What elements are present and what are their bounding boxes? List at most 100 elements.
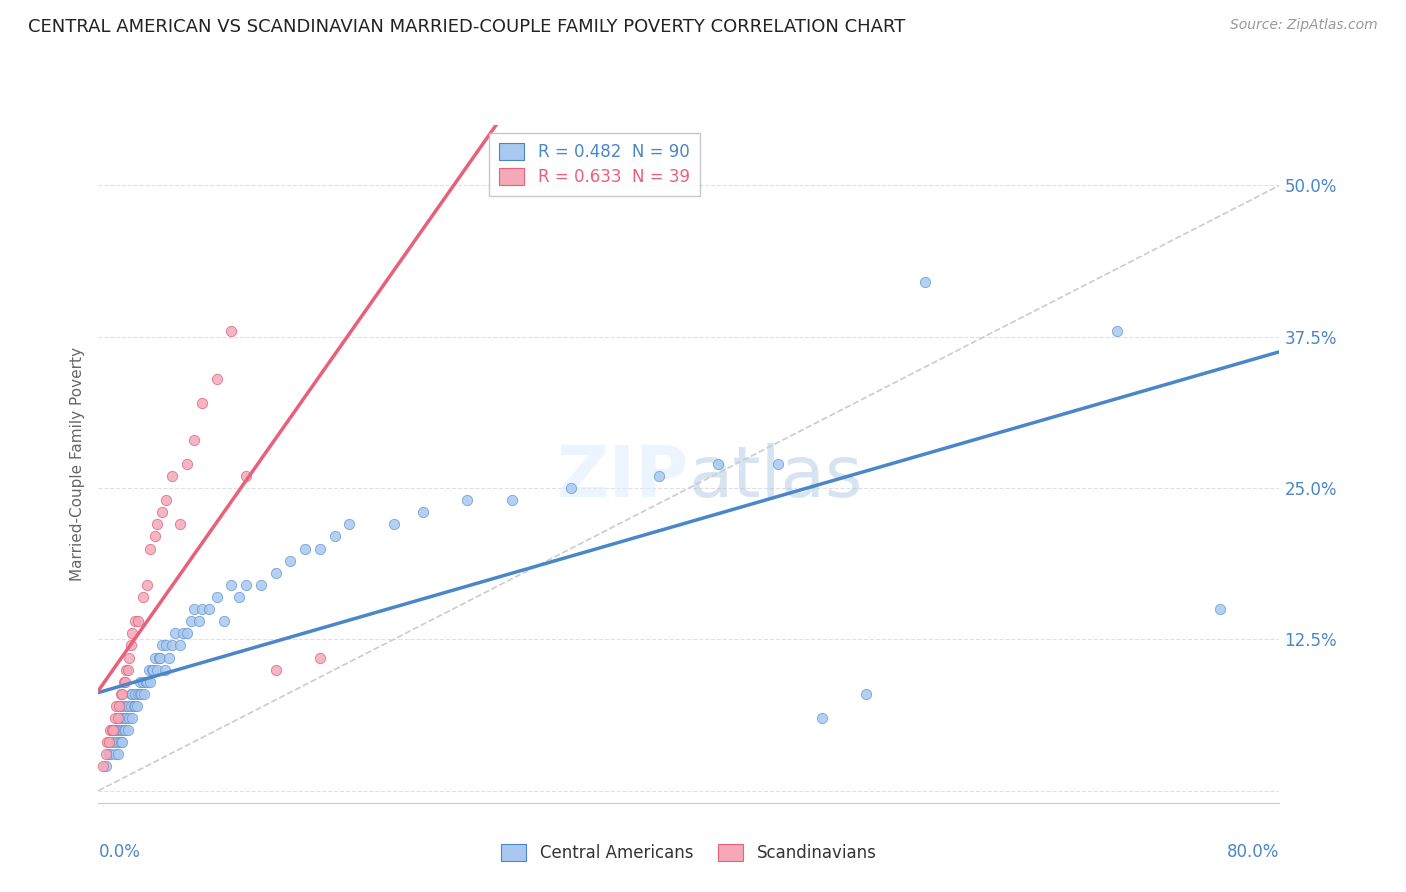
Point [105, 735, 128, 749]
Point [132, 674, 155, 689]
Point [112, 674, 135, 689]
Point [121, 711, 143, 725]
Point [169, 517, 191, 532]
Point [707, 457, 730, 471]
Point [162, 639, 183, 653]
Point [323, 529, 346, 543]
Point [125, 698, 148, 713]
Point [205, 590, 228, 604]
Point [97, 735, 120, 749]
Point [108, 723, 131, 738]
Point [278, 554, 302, 568]
Point [153, 663, 176, 677]
Point [127, 614, 149, 628]
Point [110, 735, 132, 749]
Point [1105, 324, 1128, 338]
Point [108, 735, 131, 749]
Text: atlas: atlas [689, 443, 863, 512]
Point [141, 663, 163, 677]
Point [412, 505, 434, 519]
Point [150, 639, 173, 653]
Point [117, 723, 139, 738]
Point [264, 566, 287, 580]
Point [129, 687, 152, 701]
Point [108, 698, 131, 713]
Point [212, 614, 235, 628]
Point [205, 372, 228, 386]
Point [107, 747, 129, 762]
Point [264, 663, 287, 677]
Point [180, 614, 202, 628]
Point [121, 687, 143, 701]
Point [169, 639, 191, 653]
Point [150, 505, 173, 519]
Point [149, 650, 172, 665]
Point [117, 663, 139, 677]
Point [98, 747, 121, 762]
Point [136, 674, 159, 689]
Point [94, 747, 117, 762]
Point [155, 493, 177, 508]
Point [176, 457, 198, 471]
Legend: Central Americans, Scandinavians: Central Americans, Scandinavians [495, 838, 883, 869]
Point [456, 493, 478, 508]
Point [143, 650, 166, 665]
Point [114, 723, 136, 738]
Point [382, 517, 405, 532]
Point [134, 687, 156, 701]
Point [111, 687, 134, 701]
Point [219, 324, 242, 338]
Point [235, 469, 257, 483]
Point [112, 723, 135, 738]
Point [198, 602, 221, 616]
Point [132, 590, 155, 604]
Point [1209, 602, 1232, 616]
Point [146, 517, 169, 532]
Point [172, 626, 194, 640]
Point [112, 711, 135, 725]
Point [766, 457, 789, 471]
Point [118, 711, 141, 725]
Point [114, 674, 136, 689]
Point [117, 698, 139, 713]
Point [139, 674, 162, 689]
Point [914, 275, 936, 289]
Point [146, 663, 169, 677]
Point [139, 541, 162, 556]
Point [143, 529, 166, 543]
Point [560, 481, 582, 495]
Point [219, 578, 242, 592]
Point [114, 711, 136, 725]
Point [183, 602, 205, 616]
Point [104, 747, 127, 762]
Point [128, 674, 150, 689]
Point [120, 698, 142, 713]
Point [176, 626, 198, 640]
Point [191, 396, 214, 410]
Point [142, 663, 165, 677]
Point [294, 541, 316, 556]
Point [94, 759, 117, 773]
Point [115, 663, 138, 677]
Point [128, 687, 150, 701]
Point [855, 687, 877, 701]
Point [105, 723, 128, 738]
Point [111, 723, 134, 738]
Text: CENTRAL AMERICAN VS SCANDINAVIAN MARRIED-COUPLE FAMILY POVERTY CORRELATION CHART: CENTRAL AMERICAN VS SCANDINAVIAN MARRIED… [28, 18, 905, 36]
Point [135, 674, 157, 689]
Point [127, 687, 149, 701]
Point [110, 723, 132, 738]
Point [810, 711, 832, 725]
Text: 80.0%: 80.0% [1227, 844, 1279, 862]
Text: 0.0%: 0.0% [98, 844, 141, 862]
Point [337, 517, 360, 532]
Point [124, 614, 146, 628]
Point [157, 650, 180, 665]
Point [501, 493, 523, 508]
Point [120, 687, 142, 701]
Point [97, 747, 120, 762]
Point [165, 626, 187, 640]
Point [110, 687, 132, 701]
Point [124, 698, 146, 713]
Point [138, 663, 160, 677]
